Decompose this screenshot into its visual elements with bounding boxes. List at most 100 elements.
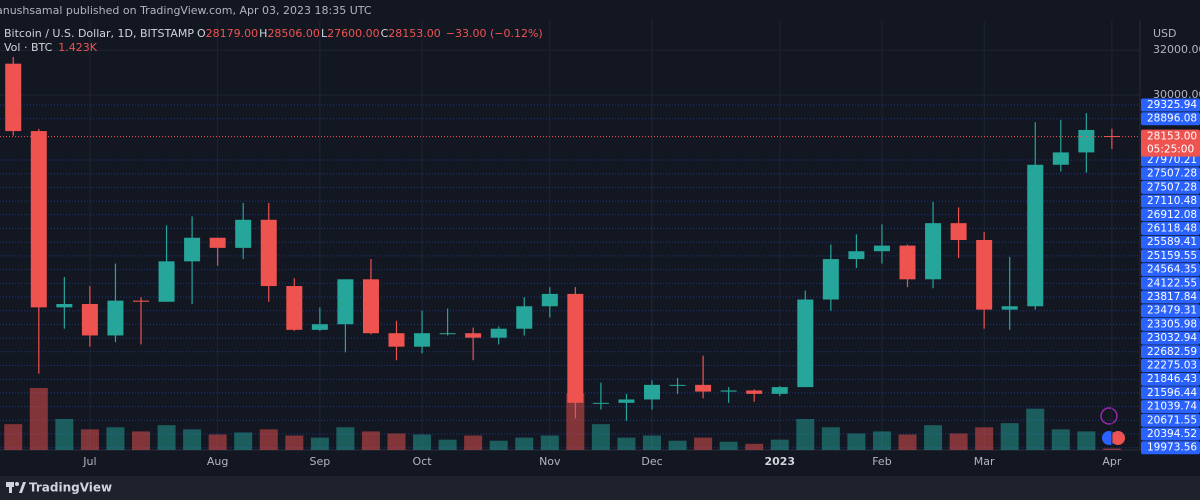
candle-body [644,384,660,400]
volume-bar [540,435,559,450]
level-label: 23305.98 [1147,318,1197,330]
level-box [1141,208,1200,222]
level-box [1141,290,1200,304]
candle-body [490,328,507,338]
level-label: 27970.21 [1147,154,1197,166]
ohlc-key: C [381,27,389,40]
volume-bar [438,439,457,450]
level-box [1141,400,1200,414]
volume-bar [157,425,176,450]
level-box [1141,194,1200,208]
level-label: 28896.08 [1147,113,1197,125]
volume-bar [80,429,99,450]
level-label: 29325.94 [1147,99,1197,111]
volume-bar [285,435,304,450]
volume-bar [515,437,534,450]
level-box [1141,276,1200,290]
level-box [1141,167,1200,181]
candle-body [695,384,712,392]
x-tick-label: Dec [641,455,662,468]
x-tick-label: Oct [413,455,433,468]
candle-body [541,293,558,307]
ohlc-key: O [197,27,206,40]
level-label: 20671.55 [1147,414,1197,426]
candle-body [1001,306,1018,310]
y-tick-label: 30000.00 [1153,88,1200,101]
volume-bar [1077,431,1096,450]
level-label: 19973.56 [1147,442,1197,454]
volume-bar [821,427,840,450]
candle-body [5,63,22,132]
volume-bar [898,434,917,450]
volume-bar [745,443,764,450]
volume-bar [694,437,713,450]
candle-body [465,333,482,338]
volume-bar [208,434,227,450]
candle-body [1103,136,1120,138]
candle-body [184,237,201,262]
level-label: 27507.28 [1147,168,1197,180]
candle-body [873,245,890,252]
candle-body [286,286,303,330]
candle-body [81,304,98,336]
candle-body [30,131,47,308]
level-label: 25159.55 [1147,250,1197,262]
candle-body [567,293,584,403]
x-tick-label: Nov [539,455,561,468]
ohlc-key: H [259,27,267,40]
level-box [1141,441,1200,455]
level-label: 23817.84 [1147,291,1197,303]
candle-body [592,402,609,404]
candle-body [388,333,405,347]
candle-body [133,300,149,302]
level-box [1141,304,1200,318]
level-label: 21039.74 [1147,401,1197,413]
candle-body [260,219,277,287]
footer-logo [6,482,26,493]
level-box [1141,249,1200,263]
candle-body [1027,164,1044,307]
level-label: 22275.03 [1147,360,1197,372]
candle-body [209,237,226,248]
level-box [1141,222,1200,235]
candle-body [950,223,967,240]
level-label: 26912.08 [1147,209,1197,221]
ohlc-value: 27600.00 [327,27,380,40]
volume-bar [1051,429,1070,450]
volume-bar [464,435,483,450]
level-box [1141,98,1200,112]
y-tick-label: 32000.00 [1153,43,1200,56]
level-label: 21846.43 [1147,373,1197,385]
volume-bar [489,440,508,450]
candle-body [746,390,763,394]
level-label: 26118.48 [1147,223,1197,235]
ohlc-key: L [321,27,328,40]
volume-bar [259,429,278,450]
volume-bar [336,427,355,450]
volume-bar [310,437,329,450]
candle-body [337,279,354,325]
candle-body [439,333,456,335]
volume-label: 1.423K [58,41,97,54]
candle-body [797,299,814,388]
volume-bar [234,432,253,450]
candle-body [899,245,916,280]
level-label: 24564.35 [1147,264,1197,276]
currency: USD [1153,27,1177,40]
level-label: 24122.55 [1147,277,1197,289]
volume-bar [387,433,406,450]
candle-body [56,304,73,308]
level-box [1141,153,1200,167]
volume-bar [106,427,125,450]
volume-bar [591,424,610,450]
candle-body [107,300,124,336]
footer-brand: TradingView [29,481,112,495]
level-label: 21596.44 [1147,387,1197,399]
candle-body [235,219,252,248]
candle-body [618,399,635,403]
x-tick-label: Aug [207,455,228,468]
level-label: 25589.41 [1147,236,1197,248]
candle-body [669,384,686,386]
